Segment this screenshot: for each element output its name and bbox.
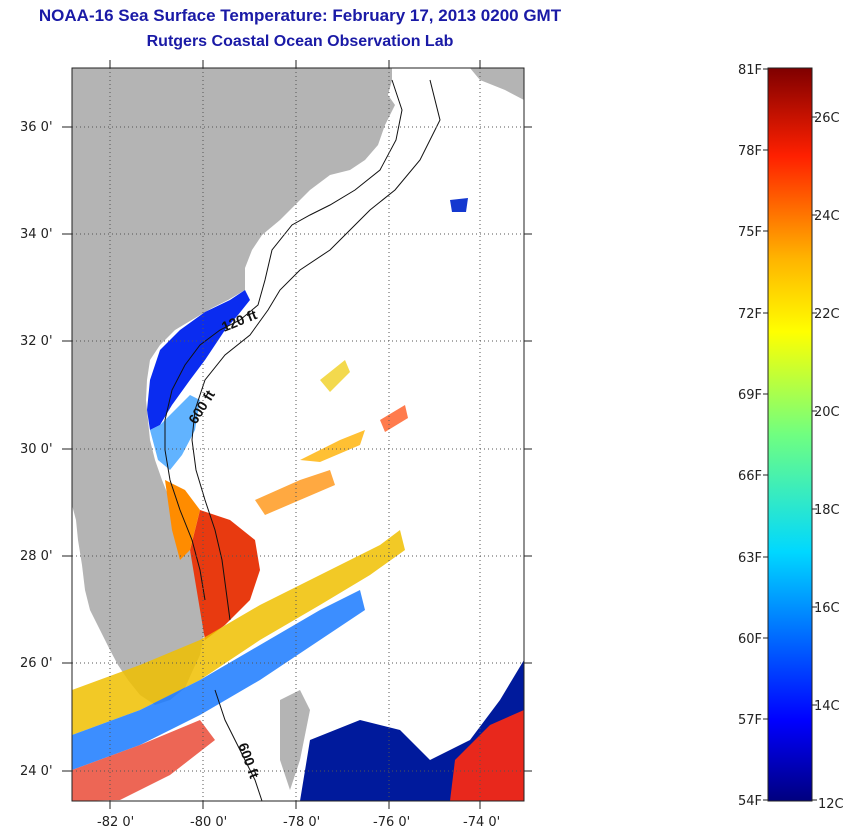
colorbar-c-label: 16C [814, 601, 840, 616]
sst-patch [300, 430, 365, 462]
map-subtitle: Rutgers Coastal Ocean Observation Lab [146, 33, 454, 50]
lat-tick-label: 32 0' [20, 334, 53, 349]
lat-tick-label: 28 0' [20, 549, 53, 564]
colorbar-f-label: 75F [738, 225, 762, 240]
sst-cold-coastal [150, 395, 200, 470]
sst-patch [450, 710, 524, 801]
colorbar-c-label: 26C [814, 111, 840, 126]
sst-gulfstream-band [72, 720, 215, 801]
lon-tick-label: -82 0' [97, 815, 134, 830]
sst-gulfstream [165, 480, 200, 560]
lat-tick-label: 24 0' [20, 764, 53, 779]
depth-contour-600ft [191, 79, 441, 621]
land-mass [72, 68, 395, 705]
map-title: NOAA-16 Sea Surface Temperature: Februar… [38, 6, 562, 25]
sst-patch [380, 405, 408, 432]
map-border [71, 67, 525, 802]
colorbar-c-label: 14C [814, 699, 840, 714]
graticule [72, 68, 524, 801]
colorbar-f-label: 57F [738, 713, 762, 728]
depth-contour-120ft [164, 79, 403, 601]
colorbar-c-label: 12C [818, 797, 844, 812]
colorbar-f-label: 78F [738, 144, 762, 159]
lon-tick-label: -80 0' [190, 815, 227, 830]
colorbar-f-label: 63F [738, 551, 762, 566]
lat-tick-label: 34 0' [20, 227, 53, 242]
lat-tick-label: 30 0' [20, 442, 53, 457]
colorbar-c-label: 22C [814, 307, 840, 322]
colorbar-c-label: 20C [814, 405, 840, 420]
colorbar-f-ticks [763, 68, 768, 801]
axis-ticks [62, 60, 532, 809]
lon-tick-label: -76 0' [373, 815, 410, 830]
colorbar-c-label: 24C [814, 209, 840, 224]
lon-tick-label: -78 0' [283, 815, 320, 830]
sst-cold-coastal [147, 290, 250, 430]
colorbar-f-label: 60F [738, 632, 762, 647]
bahamas-island [470, 68, 524, 100]
sst-gulfstream [190, 510, 260, 640]
colorbar-c-ticks [812, 116, 817, 801]
sst-patch [255, 470, 335, 515]
sst-patch [450, 198, 468, 212]
lat-tick-label: 36 0' [20, 120, 53, 135]
sst-patch [320, 360, 350, 392]
colorbar-f-label: 81F [738, 63, 762, 78]
colorbar [767, 67, 813, 802]
lat-tick-label: 26 0' [20, 656, 53, 671]
colorbar-c-label: 18C [814, 503, 840, 518]
sst-gulfstream-band [72, 530, 405, 735]
colorbar-f-label: 69F [738, 388, 762, 403]
lon-tick-label: -74 0' [463, 815, 500, 830]
sst-gulfstream-band [72, 590, 365, 770]
colorbar-f-label: 72F [738, 307, 762, 322]
bahamas-island [280, 690, 310, 790]
colorbar-f-label: 66F [738, 469, 762, 484]
colorbar-f-label: 54F [738, 794, 762, 809]
depth-contour-600ft [214, 689, 263, 801]
